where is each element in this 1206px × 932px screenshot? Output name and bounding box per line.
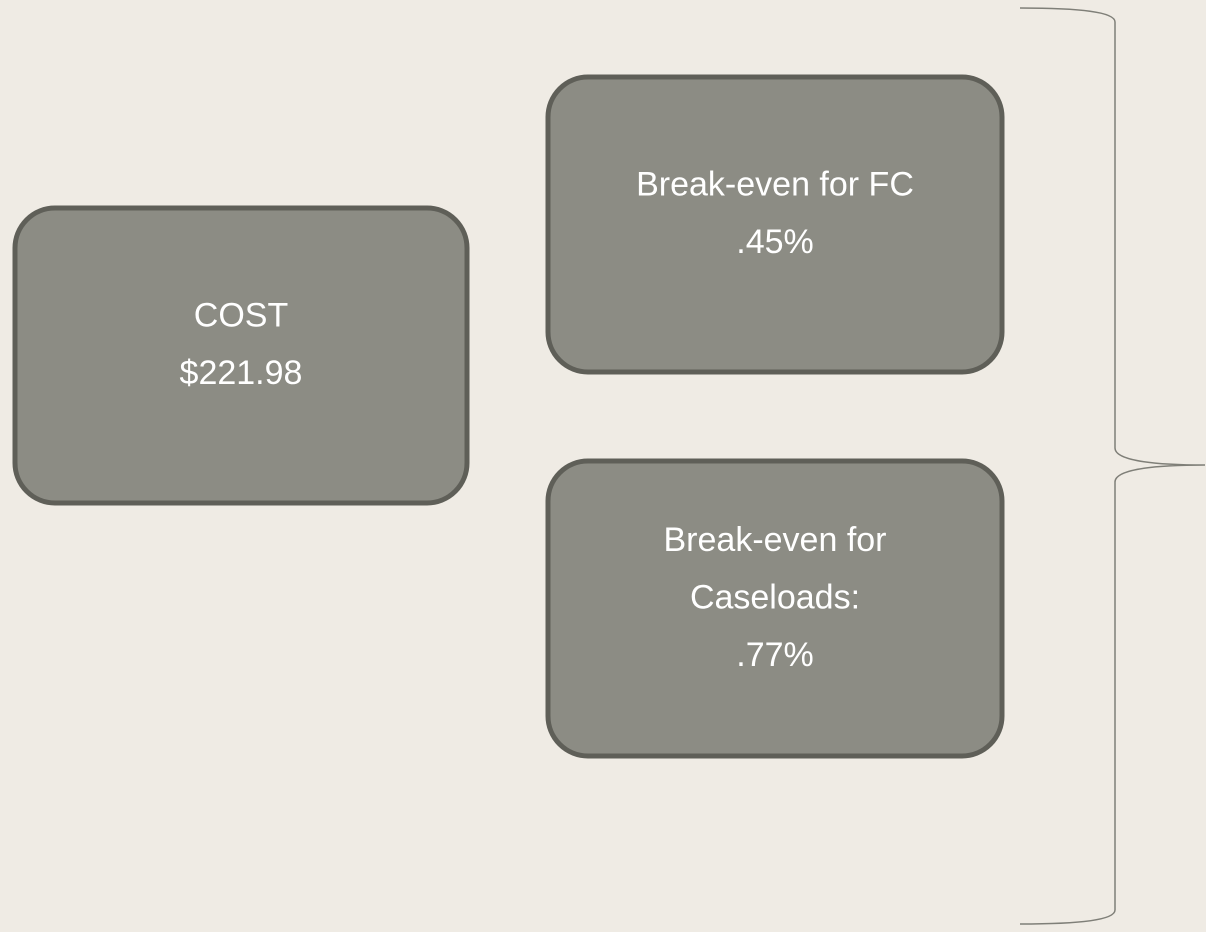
node-label: .45%	[736, 223, 814, 261]
node-label: Break-even for	[664, 521, 887, 559]
node: Break-even for FC .45%	[545, 74, 1005, 375]
right-brace	[1019, 7, 1206, 925]
node-box	[545, 74, 1005, 375]
node-label: .77%	[736, 636, 814, 674]
node: COST $221.98	[12, 205, 470, 506]
node-label: $221.98	[180, 354, 303, 392]
node: Break-even for Caseloads: .77%	[545, 458, 1005, 759]
node-label: COST	[194, 297, 288, 335]
node-label: Break-even for FC	[636, 166, 914, 204]
node-box	[545, 458, 1005, 759]
node-box	[12, 205, 470, 506]
node-label: Caseloads:	[690, 578, 860, 616]
